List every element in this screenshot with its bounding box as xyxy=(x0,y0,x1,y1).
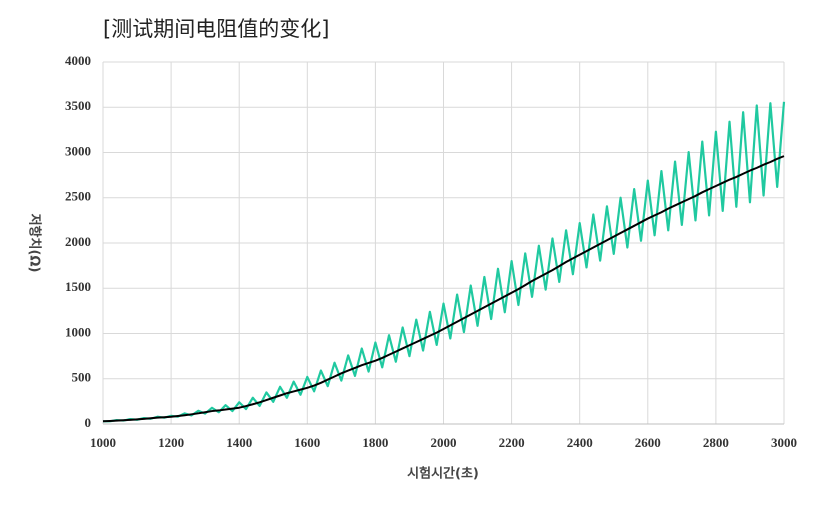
chart-title: [测试期间电阻值的变化] xyxy=(103,17,329,41)
x-tick-label: 3000 xyxy=(771,435,797,450)
x-tick-label: 2800 xyxy=(703,435,729,450)
x-tick-label: 1200 xyxy=(158,435,184,450)
y-tick-label: 3500 xyxy=(65,98,91,113)
x-tick-label: 1400 xyxy=(226,435,252,450)
y-tick-label: 1000 xyxy=(65,324,91,339)
grid xyxy=(102,61,785,425)
x-tick-label: 2200 xyxy=(499,435,525,450)
x-tick-label: 2000 xyxy=(431,435,457,450)
x-tick-label: 1000 xyxy=(90,435,116,450)
y-tick-label: 4000 xyxy=(65,53,91,68)
x-tick-label: 2400 xyxy=(567,435,593,450)
y-tick-label: 500 xyxy=(72,370,92,385)
x-axis-title: 시험시간(초) xyxy=(407,466,479,482)
series-line xyxy=(102,155,785,423)
x-tick-label: 2600 xyxy=(635,435,661,450)
x-tick-label: 1600 xyxy=(294,435,320,450)
y-tick-label: 3000 xyxy=(65,143,91,158)
y-tick-label: 0 xyxy=(85,415,92,430)
y-tick-label: 2000 xyxy=(65,234,91,249)
y-axis-title: 저항치(Ω) xyxy=(27,214,43,273)
y-tick-label: 1500 xyxy=(65,279,91,294)
plot-area xyxy=(102,101,786,423)
y-tick-label: 2500 xyxy=(65,189,91,204)
x-tick-label: 1800 xyxy=(362,435,388,450)
